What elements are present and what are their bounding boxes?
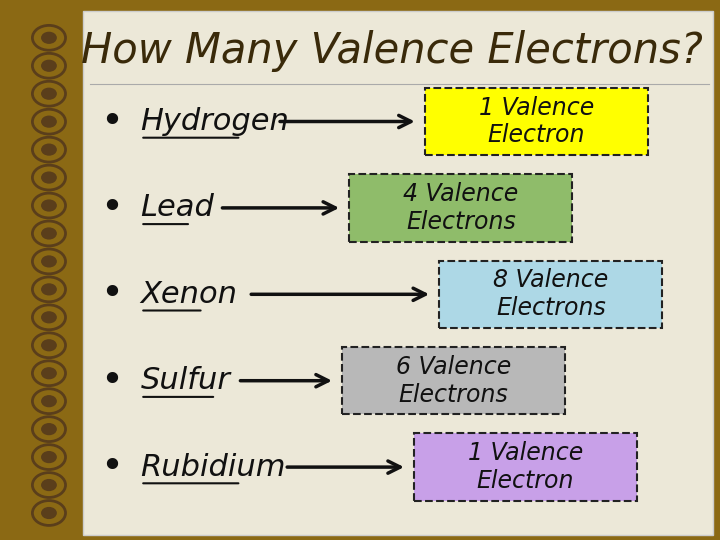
Circle shape	[42, 284, 56, 295]
Circle shape	[32, 305, 66, 330]
Circle shape	[32, 333, 66, 357]
Circle shape	[42, 32, 56, 43]
Text: Lead: Lead	[140, 193, 215, 222]
FancyBboxPatch shape	[425, 87, 648, 156]
Circle shape	[32, 277, 66, 302]
FancyBboxPatch shape	[349, 174, 572, 241]
Text: •: •	[100, 189, 123, 227]
Circle shape	[32, 472, 66, 497]
Text: 1 Valence
Electron: 1 Valence Electron	[479, 96, 594, 147]
Text: 8 Valence
Electrons: 8 Valence Electrons	[493, 268, 608, 320]
Circle shape	[42, 89, 56, 99]
Circle shape	[42, 60, 56, 71]
Circle shape	[42, 451, 56, 462]
Text: •: •	[100, 103, 123, 140]
Circle shape	[42, 200, 56, 211]
Circle shape	[32, 221, 66, 246]
Circle shape	[42, 312, 56, 323]
Circle shape	[42, 424, 56, 435]
Circle shape	[32, 361, 66, 386]
Circle shape	[32, 53, 66, 78]
FancyBboxPatch shape	[439, 260, 662, 328]
Circle shape	[32, 417, 66, 442]
Text: 4 Valence
Electrons: 4 Valence Electrons	[403, 182, 518, 234]
Circle shape	[32, 82, 66, 106]
Circle shape	[32, 501, 66, 525]
Circle shape	[32, 137, 66, 162]
Circle shape	[32, 249, 66, 274]
Circle shape	[32, 109, 66, 134]
Text: Rubidium: Rubidium	[140, 453, 286, 482]
Circle shape	[42, 396, 56, 407]
Circle shape	[42, 340, 56, 350]
Circle shape	[32, 389, 66, 414]
Circle shape	[42, 116, 56, 127]
Text: Xenon: Xenon	[140, 280, 238, 309]
Circle shape	[32, 25, 66, 50]
Circle shape	[32, 193, 66, 218]
Circle shape	[42, 228, 56, 239]
Circle shape	[42, 508, 56, 518]
Circle shape	[42, 172, 56, 183]
Text: How Many Valence Electrons?: How Many Valence Electrons?	[81, 30, 703, 72]
Text: 6 Valence
Electrons: 6 Valence Electrons	[396, 355, 511, 407]
Text: •: •	[100, 448, 123, 486]
Circle shape	[42, 256, 56, 267]
Text: •: •	[100, 362, 123, 400]
Circle shape	[42, 480, 56, 490]
Circle shape	[32, 444, 66, 469]
Circle shape	[32, 165, 66, 190]
Circle shape	[42, 144, 56, 155]
Text: Sulfur: Sulfur	[140, 366, 230, 395]
Text: 1 Valence
Electron: 1 Valence Electron	[468, 441, 583, 493]
FancyBboxPatch shape	[342, 347, 565, 415]
FancyBboxPatch shape	[414, 433, 637, 501]
Circle shape	[42, 368, 56, 379]
Text: Hydrogen: Hydrogen	[140, 107, 289, 136]
FancyBboxPatch shape	[83, 11, 713, 535]
Text: •: •	[100, 275, 123, 313]
